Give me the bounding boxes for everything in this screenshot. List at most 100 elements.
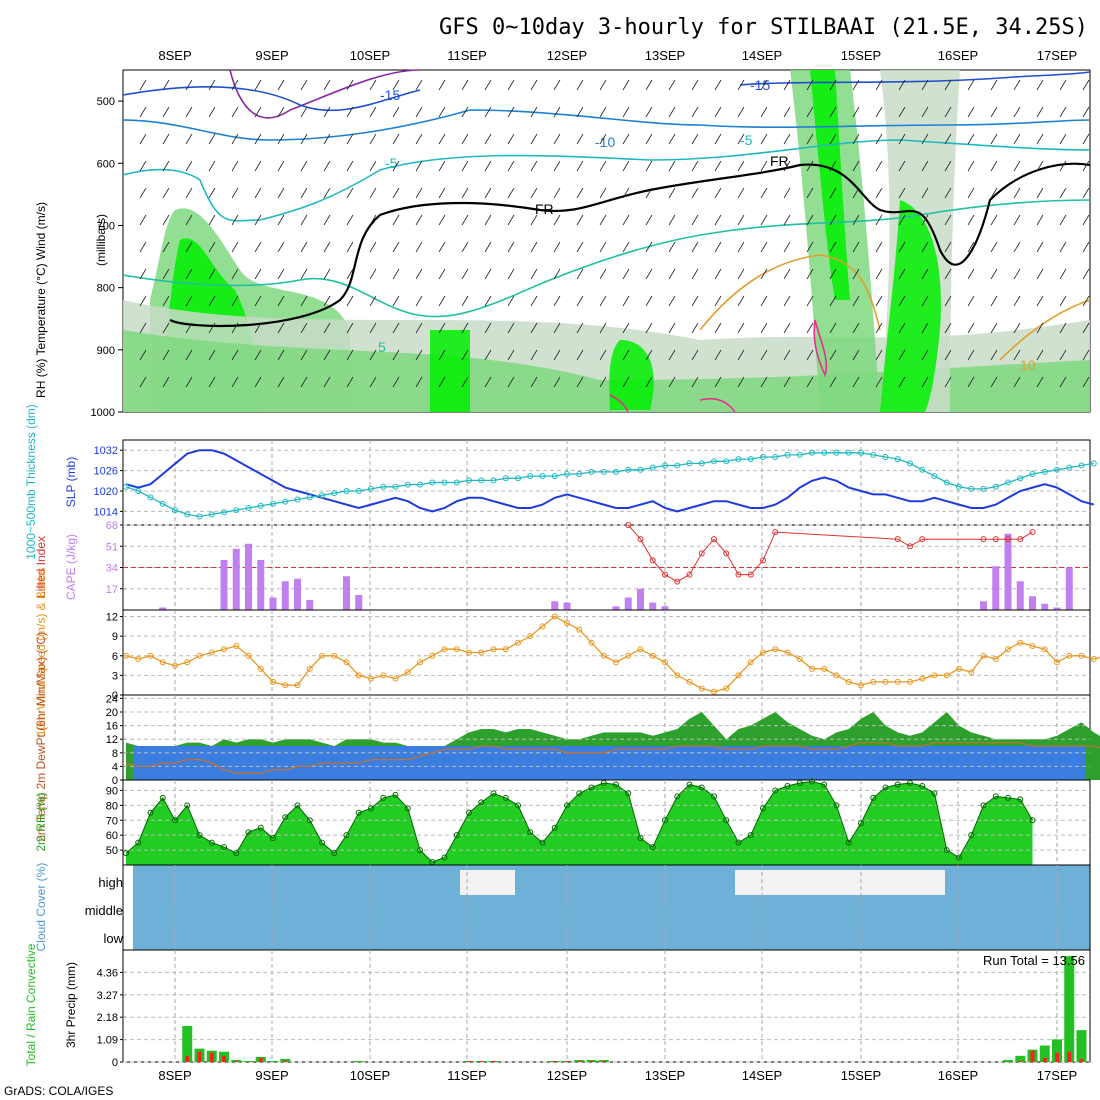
wind-speed-line-point [784,649,791,656]
wind-barb [461,322,469,334]
wind-barb [208,268,216,280]
wind-barb [530,349,538,361]
precip-bar [574,1059,585,1062]
thickness-line-point [147,494,154,501]
wind-barb [691,187,699,199]
rain-bar [467,1060,471,1062]
rh-line-point [858,820,864,827]
wind-barb [346,349,354,361]
wind-barb [231,322,239,334]
precip-bar [586,1059,597,1062]
wind-barb [1036,322,1044,334]
rh-line-point [453,832,460,839]
rain-bar [565,1060,569,1062]
wind-barb [829,187,837,199]
wind-barb [645,214,653,226]
wind-barb [392,349,400,361]
wind-barb [944,241,952,253]
rh-line-point [172,817,178,824]
temp-label: 2m Temp 2m DewPt (6hr Min/Max) (°C) [34,632,48,842]
date-label-top: 16SEP [938,48,978,63]
wind-barb [829,349,837,361]
wind-barb [645,106,653,118]
wind-barb [852,322,860,334]
wind-speed-line-point [711,688,717,695]
wind-barb [622,133,630,145]
rh-line-point [649,844,656,851]
wind-barb [231,349,239,361]
y-tick-label: 12 [106,612,118,624]
y-tick-label: 1032 [94,445,118,457]
wind-barb [1082,79,1090,91]
wind-barb [254,160,262,172]
wind-barb [369,322,377,334]
rain-bar [1079,1058,1084,1062]
rh-fill-area [430,330,470,412]
wind-barb [438,214,446,226]
wind-barb [760,133,768,145]
wind-barb [990,295,998,307]
temperature-contour [122,199,1091,318]
wind-barb [599,241,607,253]
profile-axis-label: (millibars) [94,214,108,266]
wind-barb [921,160,929,172]
date-label-bottom: 17SEP [1037,1068,1077,1083]
wind-barb [944,349,952,361]
wind-barb [1059,295,1067,307]
wind-barb [760,79,768,91]
wind-barb [576,214,584,226]
wind-barb [668,241,676,253]
wind-barb [254,349,262,361]
wind-barb [484,268,492,280]
wind-barb [208,376,216,388]
wind-barb [300,376,308,388]
wind-barb [369,79,377,91]
wind-barb [139,349,147,361]
rh-line-point [735,839,742,846]
wind-barb [553,187,561,199]
wind-barb [714,106,722,118]
date-label-bottom: 14SEP [742,1068,782,1083]
wind-barb [208,295,216,307]
wind-barb [1059,268,1067,280]
wind-speed-line-point [698,685,705,692]
wind-barb [438,79,446,91]
date-label-top: 14SEP [742,48,782,63]
y-tick-label: 3.27 [97,990,118,1002]
wind-speed-line-point [380,672,387,679]
y-tick-label: 1020 [94,486,118,498]
wind-barb [346,133,354,145]
lifted-index-line-point [686,571,693,578]
wind-barb [438,268,446,280]
wind-barb [185,160,193,172]
wind-barb [668,322,676,334]
wind-barb [530,295,538,307]
wind-barb [1059,241,1067,253]
wind-barb [392,322,400,334]
wind-barb [737,133,745,145]
wind-barb [392,268,400,280]
wind-barb [1082,295,1090,307]
temperature-contour [229,69,421,119]
wind-barb [944,133,952,145]
wind-barb [438,187,446,199]
thickness-line-point [135,488,142,494]
wind-barb [369,160,377,172]
wind-barb [645,349,653,361]
wind-barb [783,214,791,226]
y-tick-label: 1014 [94,506,118,518]
wind-barb [231,79,239,91]
rh-area [126,781,1033,865]
wind-barb [714,241,722,253]
wind-speed-line-point [539,623,546,630]
y-tick-label: 600 [97,158,115,170]
rh-line-point [968,832,975,839]
wind-barb [645,187,653,199]
rh-line-point [870,794,877,801]
wind-barb [139,268,147,280]
y-tick-label: 1000 [91,407,115,419]
wind-speed-line-point [355,672,362,679]
wind-barb [507,322,515,334]
wind-barb [852,349,860,361]
wind-barb [346,376,354,388]
